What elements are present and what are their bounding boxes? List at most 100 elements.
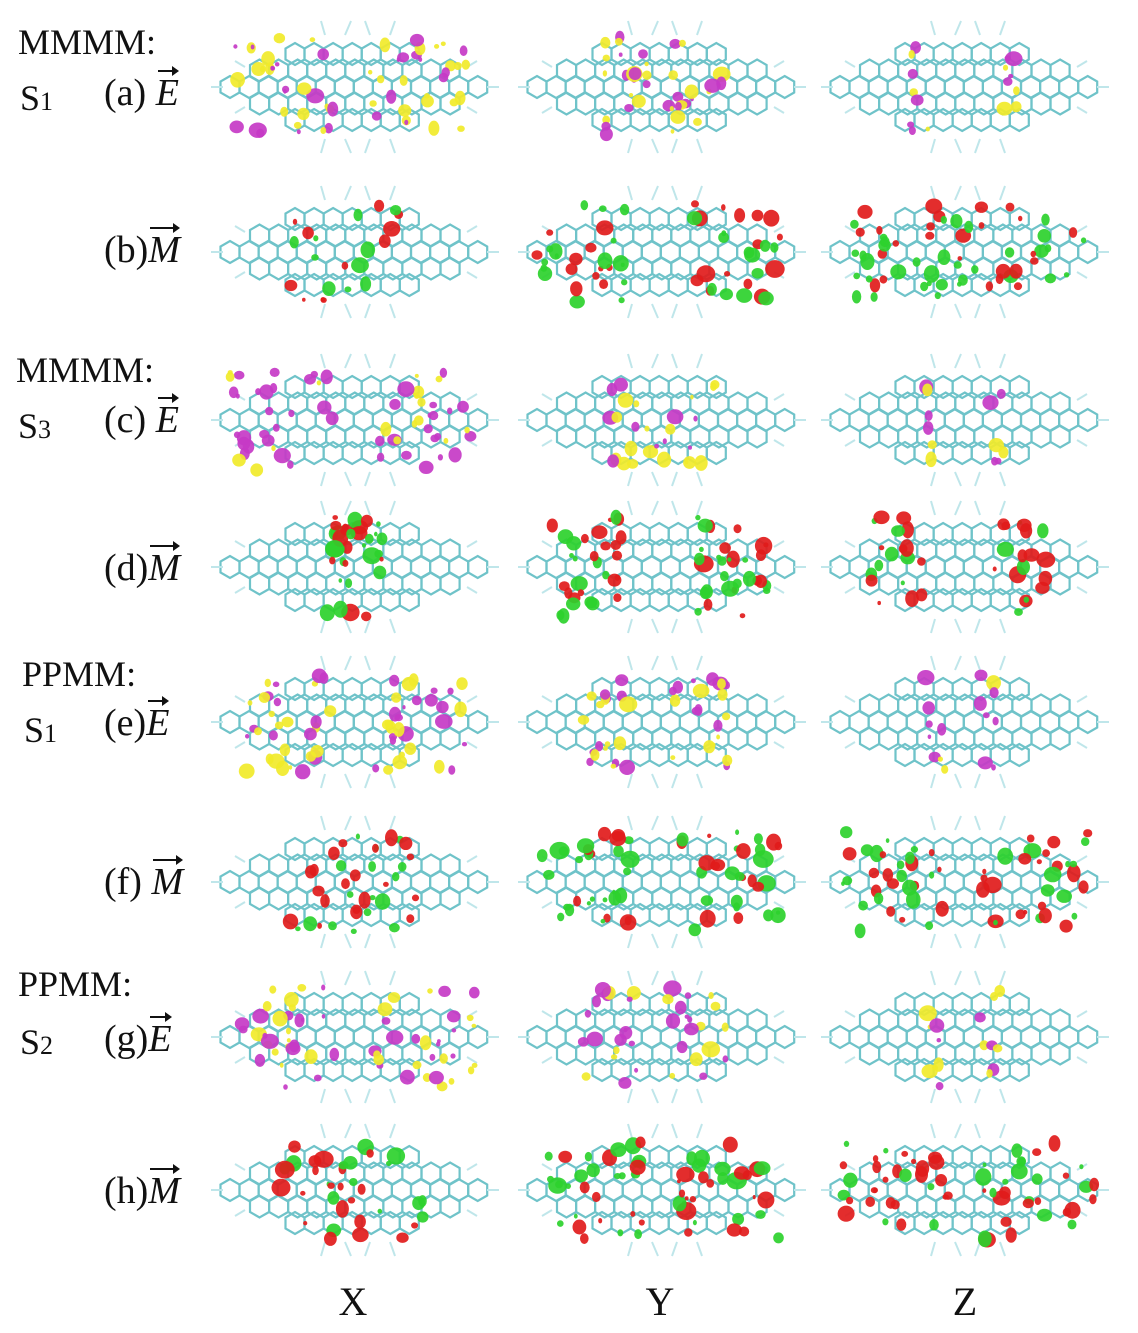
molecule-g-z xyxy=(815,965,1115,1110)
molecule-svg xyxy=(211,500,499,634)
molecule-b-y xyxy=(512,180,812,325)
hydrogen-atoms xyxy=(211,655,499,789)
molecule-svg xyxy=(518,353,806,487)
hydrogen-atoms xyxy=(518,500,806,634)
molecule-svg xyxy=(518,1123,806,1257)
orbital-lobes xyxy=(225,367,477,477)
hydrogen-atoms xyxy=(211,20,499,154)
molecule-c-z xyxy=(815,348,1115,493)
carbon-skeleton xyxy=(829,991,1099,1083)
panel-label-d: (d)M xyxy=(104,541,180,589)
column-label-z: Z xyxy=(952,1279,978,1324)
molecule-e-x xyxy=(205,650,505,795)
orbital-lobes xyxy=(577,980,729,1089)
molecule-e-y xyxy=(512,650,812,795)
panel-label-b: (b)M xyxy=(104,223,180,271)
molecule-svg xyxy=(518,970,806,1104)
orbital-lobes xyxy=(918,985,1005,1091)
molecule-h-y xyxy=(512,1118,812,1263)
molecule-b-z xyxy=(815,180,1115,325)
hydrogen-atoms xyxy=(211,500,499,634)
carbon-skeleton xyxy=(829,374,1099,466)
hydrogen-atoms xyxy=(211,353,499,487)
group-3-system: PPMM: xyxy=(18,964,133,1004)
orbital-lobes xyxy=(840,826,1093,939)
molecule-svg xyxy=(821,655,1109,789)
hydrogen-atoms xyxy=(821,655,1109,789)
panel-label-h: (h)M xyxy=(104,1164,180,1212)
hydrogen-atoms xyxy=(821,815,1109,949)
carbon-skeleton xyxy=(829,41,1099,133)
molecule-svg xyxy=(211,815,499,949)
panel-label-a: (a) E xyxy=(104,66,180,114)
molecule-d-x xyxy=(205,495,505,640)
molecule-svg xyxy=(518,20,806,154)
molecule-svg xyxy=(821,185,1109,319)
column-label-x: X xyxy=(338,1279,368,1324)
molecule-svg xyxy=(821,1123,1109,1257)
orbital-lobes xyxy=(238,668,468,780)
molecule-svg xyxy=(821,20,1109,154)
hydrogen-atoms xyxy=(211,185,499,319)
hydrogen-atoms xyxy=(211,815,499,949)
orbital-lobes xyxy=(602,377,720,471)
group-2-state: S1 xyxy=(24,710,58,750)
hydrogen-atoms xyxy=(518,815,806,949)
orbital-lobes xyxy=(271,1138,429,1246)
hydrogen-atoms xyxy=(518,1123,806,1257)
group-3-state: S2 xyxy=(20,1022,54,1062)
orbital-lobes xyxy=(234,984,480,1092)
hydrogen-atoms xyxy=(821,20,1109,154)
orbital-lobes xyxy=(850,198,1087,304)
carbon-skeleton xyxy=(219,41,489,133)
molecule-svg xyxy=(518,655,806,789)
group-1-system: MMMM: xyxy=(16,350,155,390)
molecule-e-z xyxy=(815,650,1115,795)
orbital-lobes xyxy=(282,829,420,934)
molecule-b-x xyxy=(205,180,505,325)
orbital-lobes xyxy=(837,1135,1100,1248)
molecule-h-x xyxy=(205,1118,505,1263)
hydrogen-atoms xyxy=(518,970,806,1104)
hydrogen-atoms xyxy=(518,353,806,487)
molecule-svg xyxy=(821,353,1109,487)
hydrogen-atoms xyxy=(821,185,1109,319)
orbital-lobes xyxy=(919,379,1009,468)
molecule-f-z xyxy=(815,810,1115,955)
panel-label-c: (c) E xyxy=(104,393,180,441)
hydrogen-atoms xyxy=(518,655,806,789)
molecule-d-y xyxy=(512,495,812,640)
carbon-skeleton xyxy=(829,1144,1099,1236)
hydrogen-atoms xyxy=(211,1123,499,1257)
group-0-state: S1 xyxy=(20,78,54,118)
molecule-a-y xyxy=(512,15,812,160)
hydrogen-atoms xyxy=(211,970,499,1104)
molecule-d-z xyxy=(815,495,1115,640)
molecule-svg xyxy=(211,1123,499,1257)
molecule-svg xyxy=(821,500,1109,634)
hydrogen-atoms xyxy=(821,353,1109,487)
molecule-svg xyxy=(211,185,499,319)
orbital-lobes xyxy=(531,200,785,309)
orbital-lobes xyxy=(917,669,1001,774)
molecule-svg xyxy=(821,815,1109,949)
molecule-g-x xyxy=(205,965,505,1110)
carbon-skeleton xyxy=(829,521,1099,613)
molecule-svg xyxy=(211,353,499,487)
orbital-lobes xyxy=(577,672,733,775)
molecule-svg xyxy=(518,500,806,634)
orbital-lobes xyxy=(229,33,470,138)
molecule-g-y xyxy=(512,965,812,1110)
molecule-a-z xyxy=(815,15,1115,160)
carbon-skeleton xyxy=(526,676,796,768)
molecule-c-y xyxy=(512,348,812,493)
column-label-y: Y xyxy=(645,1279,675,1324)
hydrogen-atoms xyxy=(821,1123,1109,1257)
molecule-f-y xyxy=(512,810,812,955)
molecule-svg xyxy=(821,970,1109,1104)
orbital-lobes xyxy=(599,30,731,142)
carbon-skeleton xyxy=(526,41,796,133)
group-2-system: PPMM: xyxy=(22,654,137,694)
orbital-lobes xyxy=(284,199,404,303)
group-1-state: S3 xyxy=(18,406,52,446)
